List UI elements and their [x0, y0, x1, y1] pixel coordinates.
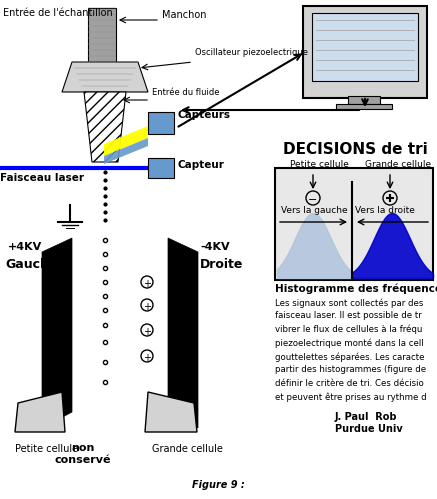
Text: Oscillateur piezoelectrique: Oscillateur piezoelectrique [195, 48, 308, 57]
Text: non
conservé: non conservé [55, 443, 111, 465]
Text: Capteurs: Capteurs [177, 110, 230, 120]
Text: -: - [59, 269, 63, 279]
Text: Figure 9 :: Figure 9 : [192, 480, 244, 490]
Text: Grande cellule: Grande cellule [152, 444, 223, 454]
Text: Entrée du fluide: Entrée du fluide [152, 88, 219, 97]
Text: Droite: Droite [200, 258, 243, 271]
Text: -: - [59, 315, 63, 325]
Text: Les signaux sont collectés par des: Les signaux sont collectés par des [275, 298, 423, 307]
FancyBboxPatch shape [148, 158, 174, 178]
Text: +: + [143, 279, 151, 289]
Text: vibrer le flux de cellules à la fréqu: vibrer le flux de cellules à la fréqu [275, 325, 423, 334]
Polygon shape [145, 392, 197, 432]
Text: J. Paul  Rob
Purdue Univ: J. Paul Rob Purdue Univ [335, 412, 403, 434]
Text: Grande cellule: Grande cellule [365, 160, 431, 169]
Polygon shape [104, 126, 148, 156]
Text: et peuvent être prises au rythme d: et peuvent être prises au rythme d [275, 393, 427, 402]
Text: Vers la gauche: Vers la gauche [281, 206, 347, 215]
Text: Histogramme des fréquences: Histogramme des fréquences [275, 283, 437, 293]
FancyBboxPatch shape [275, 168, 433, 280]
Text: Petite cellule: Petite cellule [15, 444, 78, 454]
Polygon shape [42, 238, 72, 428]
FancyBboxPatch shape [148, 112, 174, 134]
Polygon shape [62, 62, 148, 92]
Text: faisceau laser. Il est possible de tr: faisceau laser. Il est possible de tr [275, 311, 422, 320]
Polygon shape [84, 92, 126, 162]
Text: partir des histogrammes (figure de: partir des histogrammes (figure de [275, 365, 426, 375]
Text: +: + [143, 327, 151, 337]
Text: DECISIONS de tri: DECISIONS de tri [283, 142, 428, 157]
Text: -4KV: -4KV [200, 242, 229, 252]
Bar [336, 104, 392, 109]
Text: Capteur: Capteur [177, 160, 224, 170]
Text: gouttelettes séparées. Les caracte: gouttelettes séparées. Les caracte [275, 352, 424, 361]
Polygon shape [15, 392, 65, 432]
Text: Vers la droite: Vers la droite [355, 206, 415, 215]
Text: Gauche: Gauche [5, 258, 57, 271]
Bar [348, 96, 380, 104]
Text: Faisceau laser: Faisceau laser [0, 173, 84, 183]
Polygon shape [104, 138, 148, 164]
Text: piezoelectrique monté dans la cell: piezoelectrique monté dans la cell [275, 338, 423, 348]
Text: Petite cellule: Petite cellule [290, 160, 349, 169]
Polygon shape [168, 238, 198, 428]
Text: Entrée de l'échantillon: Entrée de l'échantillon [3, 8, 113, 18]
Text: définir le critère de tri. Ces décisio: définir le critère de tri. Ces décisio [275, 379, 424, 388]
FancyBboxPatch shape [303, 6, 427, 98]
FancyBboxPatch shape [88, 8, 116, 63]
FancyBboxPatch shape [312, 13, 418, 81]
Text: −: − [309, 195, 318, 205]
Text: -: - [59, 292, 63, 302]
Text: +4KV: +4KV [8, 242, 42, 252]
Text: +: + [143, 353, 151, 363]
Text: -: - [59, 342, 63, 352]
Text: Manchon: Manchon [162, 10, 207, 20]
Text: +: + [143, 302, 151, 312]
